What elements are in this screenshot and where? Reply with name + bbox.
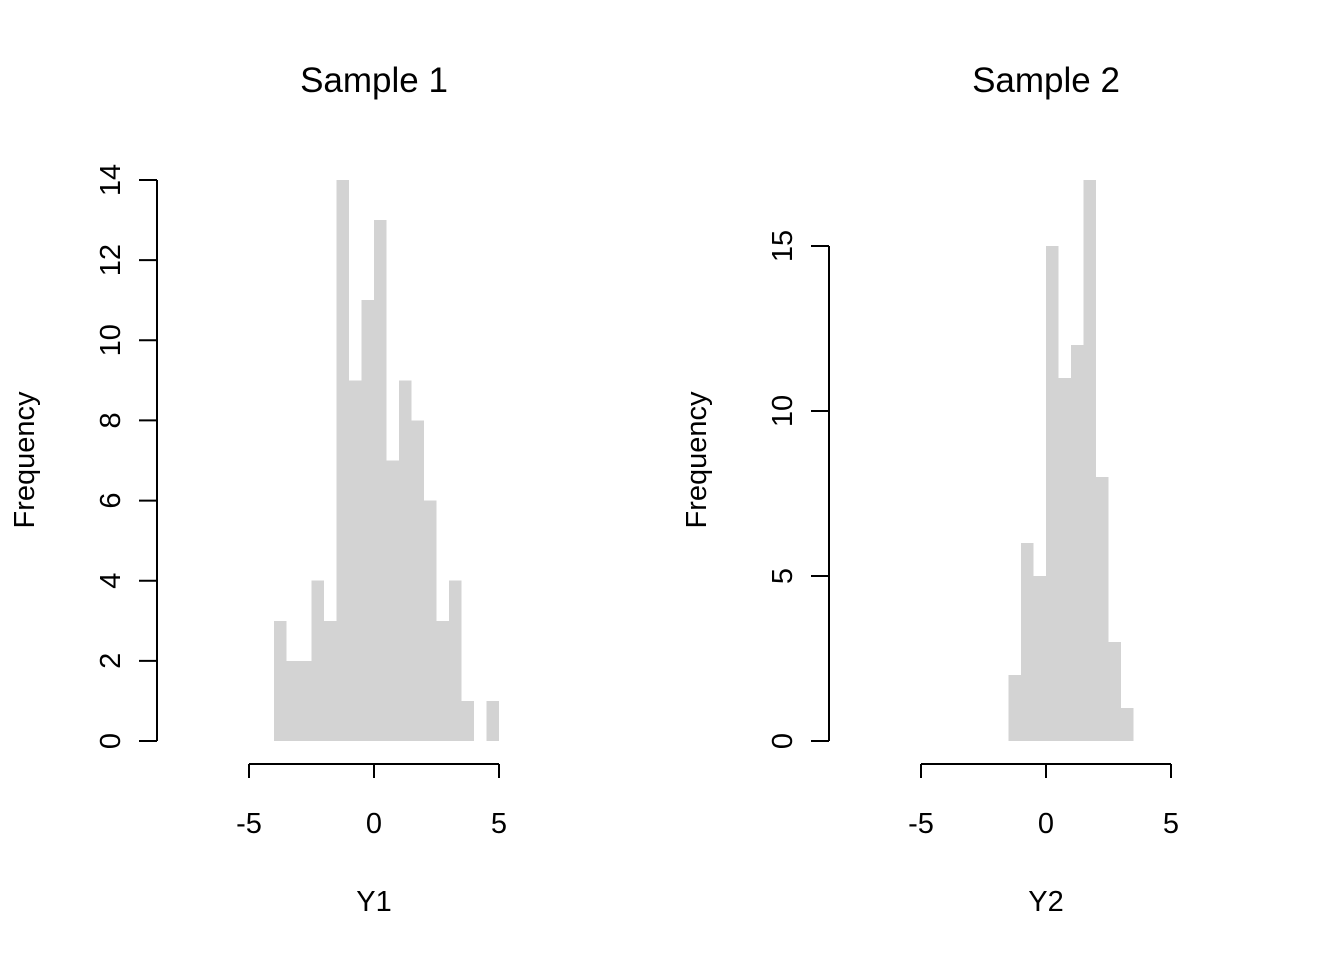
histogram-bar [1121,708,1134,741]
y-tick-label: 10 [767,395,799,427]
y-axis: 0 5 10 15 [767,230,830,749]
histogram-bar [1071,345,1084,741]
x-axis: -5 0 5 [908,763,1179,840]
y-tick-label: 0 [767,733,799,749]
x-tick-label: -5 [236,808,262,840]
histogram-bar [274,620,287,741]
y-tick-label: 14 [95,164,127,196]
histogram-bar [1008,675,1021,741]
histogram-bar [1058,378,1071,741]
histogram-bar [1046,246,1059,741]
histogram-bar [374,220,387,742]
histogram-bar [461,700,474,741]
panel-sample-1: Sample 1 Y1 Frequency -5 0 5 0 2 4 6 8 10 12 14 [9,61,507,918]
y-tick-label: 15 [767,230,799,262]
histogram-bar [1033,576,1046,741]
x-axis: -5 0 5 [236,763,507,840]
y-tick-label: 10 [95,324,127,356]
histogram-bar [411,420,424,741]
histogram-bar [1108,642,1121,741]
y-tick-label: 2 [95,653,127,669]
histogram-bar [1083,180,1096,741]
histogram-bar [286,660,299,741]
x-tick-label: 0 [1038,808,1054,840]
y-tick-label: 4 [95,573,127,589]
y-axis-label: Frequency [9,391,41,529]
x-tick-label: 5 [491,808,507,840]
y-axis: 0 2 4 6 8 10 12 14 [95,164,158,749]
x-tick-label: 0 [366,808,382,840]
histogram-bar [361,300,374,741]
y-tick-label: 6 [95,493,127,509]
y-tick-label: 8 [95,412,127,428]
histogram-bar [386,460,399,741]
y-tick-label: 5 [767,568,799,584]
histogram-bar [1096,477,1109,741]
histogram-bar [349,380,362,741]
y-tick-label: 0 [95,733,127,749]
histogram-bar [399,380,412,741]
x-tick-label: 5 [1163,808,1179,840]
histogram-bar [311,580,324,741]
y-tick-label: 12 [95,244,127,276]
histogram-bars [1008,180,1134,741]
panel-sample-2: Sample 2 Y2 Frequency -5 0 5 0 5 10 15 [681,61,1179,918]
y-axis-label: Frequency [681,391,713,529]
chart-title: Sample 1 [300,61,448,100]
x-tick-label: -5 [908,808,934,840]
histogram-bar [424,500,437,741]
histogram-bar [324,620,337,741]
histogram-bar [336,180,349,741]
x-axis-label: Y1 [356,886,391,918]
histogram-bar [436,620,449,741]
histogram-bars [274,180,499,742]
chart-title: Sample 2 [972,61,1120,100]
histogram-bar [1021,543,1034,741]
x-axis-label: Y2 [1028,886,1063,918]
histogram-bar [449,580,462,741]
histogram-bar [486,700,499,741]
histogram-bar [299,660,312,741]
